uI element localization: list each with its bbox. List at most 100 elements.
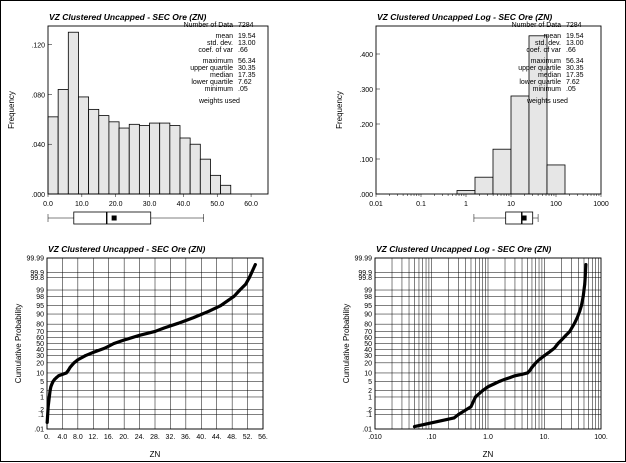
stats-value: 30.35: [238, 65, 256, 72]
histogram-bar: [179, 137, 191, 195]
histogram-bar: [220, 184, 232, 195]
data-point: [219, 304, 222, 308]
data-point: [543, 354, 546, 357]
y-axis-label: Frequency: [335, 91, 344, 129]
x-tick-label: 32.: [166, 434, 176, 441]
data-point: [528, 369, 532, 372]
cumulative-curve: [412, 263, 588, 429]
data-point: [509, 376, 512, 379]
x-tick-label: 10: [507, 201, 515, 208]
data-point: [103, 346, 107, 350]
stats-value: 7.62: [238, 79, 252, 86]
stats-label: median: [538, 72, 561, 79]
y-tick-label: 2: [368, 388, 372, 395]
y-tick-label: 98: [36, 294, 44, 301]
data-point: [49, 385, 53, 389]
y-tick-label: .300: [359, 87, 373, 94]
data-point: [564, 333, 568, 337]
y-tick-label: 5: [40, 379, 44, 386]
y-tick-label: 90: [36, 312, 44, 319]
x-axis-label: ZN: [483, 450, 494, 459]
data-point: [138, 333, 141, 337]
y-tick-label: 60: [364, 335, 372, 342]
plot-frame: [47, 25, 269, 195]
data-point: [226, 298, 230, 302]
x-tick-label: 20.0: [109, 201, 123, 208]
x-tick-label: 44.: [212, 434, 222, 441]
data-point: [575, 316, 579, 320]
x-axis-label: ZN: [150, 450, 161, 459]
x-tick-label: 40.0: [177, 201, 191, 208]
histogram-panel-2: VZ Clustered Uncapped Log - SEC Ore (ZN)…: [335, 12, 609, 225]
y-tick-label: 30: [36, 353, 44, 360]
stats-label: minimum: [533, 86, 562, 93]
histogram-bar: [118, 127, 130, 195]
stats-label: maximum: [203, 58, 234, 65]
x-tick-label: 30.0: [143, 201, 157, 208]
y-tick-label: 95: [36, 303, 44, 310]
stats-label: upper quartile: [190, 65, 233, 72]
x-tick-label: 1: [464, 201, 468, 208]
data-point: [568, 330, 572, 333]
data-point: [192, 316, 195, 320]
data-point: [537, 358, 541, 362]
stats-label: mean: [215, 33, 233, 40]
x-tick-label: 36.: [181, 434, 191, 441]
histogram-bar: [492, 148, 512, 195]
x-tick-label: 0.0: [43, 201, 53, 208]
data-point: [50, 382, 54, 386]
chart-title: VZ Clustered Uncapped - SEC Ore (ZN): [48, 244, 205, 254]
y-tick-label: 20: [364, 360, 372, 367]
data-point: [176, 321, 180, 325]
y-tick-label: 1: [40, 394, 44, 401]
stats-label: lower quartile: [519, 79, 561, 86]
stats-value: .05: [238, 86, 248, 93]
histogram-bar: [510, 95, 530, 195]
y-tick-label: .080: [31, 92, 45, 99]
data-point: [248, 275, 251, 279]
x-tick-label: 50.0: [210, 201, 224, 208]
histogram-bar: [78, 96, 90, 195]
y-tick-label: .000: [359, 192, 373, 199]
data-point: [581, 294, 585, 298]
histogram-bar: [159, 122, 171, 195]
stats-value: 17.35: [238, 72, 256, 79]
y-axis-label: Frequency: [7, 91, 16, 129]
stats-value: 17.35: [566, 72, 584, 79]
data-point: [66, 369, 70, 372]
stats-label: upper quartile: [518, 65, 561, 72]
chart-title: VZ Clustered Uncapped - SEC Ore (ZN): [49, 12, 206, 22]
x-tick-label: 48.: [227, 434, 237, 441]
stats-label: weights used: [198, 98, 240, 105]
y-tick-label: 99: [364, 288, 372, 295]
data-point: [530, 365, 534, 369]
histogram-bar: [108, 121, 120, 195]
histogram-bar: [138, 125, 150, 195]
data-point: [207, 309, 211, 313]
data-point: [570, 326, 574, 330]
x-tick-label: 52.: [243, 434, 253, 441]
x-tick-label: .10: [427, 434, 437, 441]
stats-value: .66: [238, 47, 248, 54]
y-tick-label: 40: [364, 347, 372, 354]
stats-value: 13.00: [566, 40, 584, 47]
stats-value: 13.00: [238, 40, 256, 47]
data-point: [581, 298, 584, 302]
stats-value: 7284: [238, 22, 254, 29]
data-point: [534, 361, 538, 365]
y-tick-label: .100: [359, 157, 373, 164]
x-tick-label: 24.: [135, 434, 145, 441]
x-tick-label: 16.: [104, 434, 114, 441]
data-point: [162, 326, 166, 330]
data-point: [48, 389, 52, 393]
x-tick-label: .010: [368, 434, 382, 441]
y-tick-label: .2: [38, 407, 44, 414]
data-point: [457, 413, 460, 416]
data-point: [55, 376, 59, 379]
data-point: [582, 288, 586, 292]
histogram-bar: [474, 176, 494, 195]
histogram-bar: [47, 116, 59, 195]
stats-label: coef. of var: [526, 47, 561, 54]
data-point: [526, 371, 529, 375]
histogram-bar: [169, 125, 181, 195]
